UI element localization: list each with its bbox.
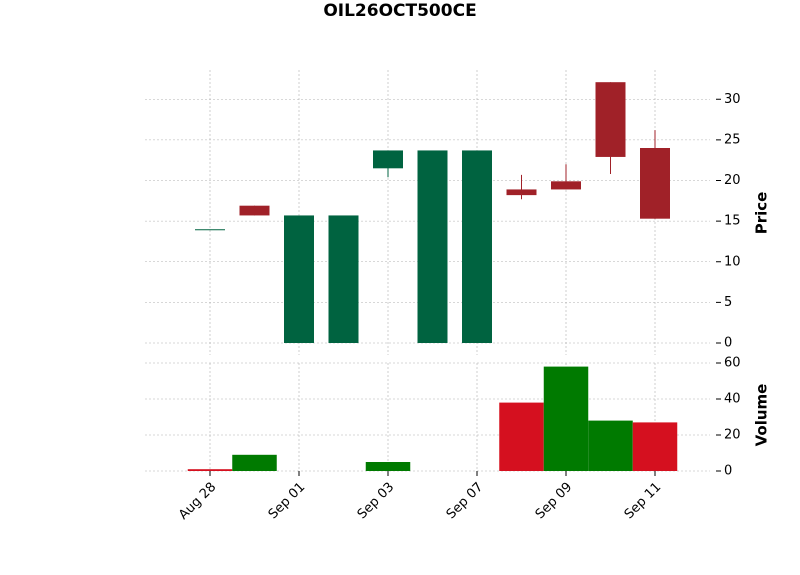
y-tick-label: 30 [724, 92, 741, 107]
candle-body [640, 148, 670, 219]
y-tick-label: 25 [724, 132, 741, 147]
x-tick-label: Sep 09 [533, 480, 576, 523]
volume-bar [632, 422, 678, 471]
y-tick-label: 10 [724, 254, 741, 269]
price-axis-label: Price [753, 192, 771, 235]
volume-bar [543, 366, 589, 471]
candle-body [373, 150, 403, 169]
y-tick-label: 20 [724, 428, 741, 443]
volume-bar [232, 454, 277, 471]
candle-body [239, 205, 270, 216]
y-tick-label: 5 [724, 295, 732, 310]
y-tick-label: 20 [724, 173, 741, 188]
y-tick-label: 40 [724, 392, 741, 407]
volume-bar [588, 420, 633, 471]
y-tick-label: 15 [724, 214, 741, 229]
x-tick-label: Sep 11 [622, 480, 665, 523]
volume-bar [499, 402, 544, 471]
chart-title: OIL26OCT500CE [323, 1, 476, 21]
x-tick-label: Sep 03 [355, 480, 398, 523]
candle-body [195, 229, 225, 231]
candle-body [595, 82, 626, 157]
candle-body [417, 150, 448, 343]
y-tick-label: 0 [724, 464, 732, 479]
candle-body [506, 189, 537, 196]
x-tick-label: Sep 07 [444, 480, 487, 523]
candle-body [551, 181, 581, 190]
y-tick-label: 0 [724, 336, 732, 351]
volume-bar [187, 469, 233, 471]
candle-body [462, 150, 492, 343]
x-tick-label: Aug 28 [176, 480, 219, 523]
y-tick-label: 60 [724, 356, 741, 371]
candle-body [284, 215, 314, 343]
volume-bar [365, 462, 411, 471]
x-tick-label: Sep 01 [266, 480, 309, 523]
volume-axis-label: Volume [753, 384, 771, 447]
candle-body [328, 215, 359, 343]
